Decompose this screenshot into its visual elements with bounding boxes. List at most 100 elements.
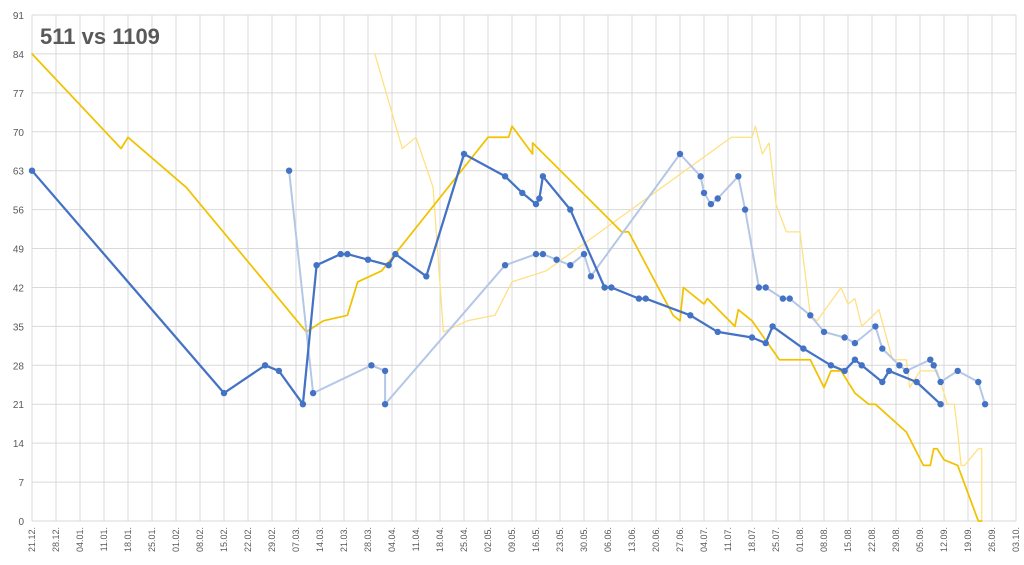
data-point [642, 295, 649, 302]
data-point [392, 250, 399, 258]
data-point [519, 189, 526, 197]
data-point [423, 273, 430, 280]
x-tick-label: 02.05. [483, 527, 493, 552]
x-tick-label: 25.01. [147, 527, 157, 552]
x-tick-label: 18.04. [435, 527, 445, 552]
x-tick-label: 15.08. [843, 527, 853, 552]
data-point [313, 262, 320, 269]
data-point [601, 284, 608, 291]
data-point [608, 284, 615, 291]
data-point [858, 362, 865, 369]
data-point [299, 401, 307, 408]
data-point [841, 367, 848, 375]
x-tick-label: 11.01. [99, 527, 109, 551]
x-tick-label: 04.01. [75, 527, 85, 552]
y-tick-label: 7 [18, 478, 24, 489]
data-point [344, 250, 351, 258]
data-point [735, 173, 742, 180]
x-tick-label: 05.09. [915, 527, 925, 552]
x-tick-label: 01.08. [795, 527, 805, 552]
series-line-2 [31, 53, 983, 522]
x-tick-label: 08.02. [195, 527, 205, 552]
data-point [762, 339, 769, 347]
x-tick-label: 26.09. [987, 527, 997, 552]
data-point [714, 328, 721, 336]
data-point [381, 367, 389, 375]
x-tick-label: 13.06. [627, 527, 637, 552]
chart-title: 511 vs 1109 [40, 24, 160, 49]
data-point [587, 273, 595, 280]
x-tick-label: 29.08. [891, 527, 901, 552]
data-point [364, 256, 372, 263]
data-point [879, 378, 886, 386]
x-tick-label: 06.06. [603, 527, 613, 552]
data-point [975, 378, 982, 386]
x-tick-label: 28.12. [51, 527, 61, 552]
y-tick-label: 42 [13, 283, 25, 294]
data-point [700, 189, 708, 197]
x-tick-label: 29.02. [267, 527, 277, 552]
data-point [879, 345, 886, 352]
data-point [762, 284, 769, 291]
data-point [676, 150, 684, 158]
x-tick-label: 21.12. [27, 527, 37, 552]
data-point [687, 312, 694, 319]
x-tick-label: 11.04. [411, 527, 421, 551]
series-line-3 [374, 53, 983, 522]
data-point [567, 262, 574, 269]
data-point [748, 334, 756, 341]
data-point [807, 312, 814, 319]
data-point [539, 173, 547, 180]
y-tick-label: 35 [13, 322, 25, 333]
y-tick-label: 91 [13, 11, 25, 22]
y-tick-label: 84 [13, 50, 25, 61]
series-line-1 [288, 153, 987, 406]
data-point [707, 200, 715, 208]
x-tick-label: 18.01. [123, 527, 133, 552]
y-tick-label: 49 [13, 245, 25, 256]
data-point [553, 256, 560, 263]
data-point [580, 250, 588, 258]
data-point [532, 250, 540, 258]
y-tick-label: 70 [13, 128, 25, 139]
data-point [786, 295, 793, 302]
x-tick-label: 03.10. [1011, 527, 1021, 552]
y-tick-label: 0 [18, 517, 24, 528]
data-point [275, 367, 283, 375]
data-point [368, 362, 375, 369]
data-point [220, 389, 228, 397]
data-point [460, 150, 468, 158]
data-point [28, 167, 36, 174]
data-point [697, 173, 704, 180]
data-point [501, 173, 509, 180]
data-point [567, 206, 574, 213]
data-point [539, 250, 547, 258]
y-tick-label: 77 [13, 89, 25, 100]
data-point [779, 295, 787, 302]
data-point [381, 401, 389, 408]
data-point [501, 262, 509, 269]
data-point [841, 334, 848, 341]
y-tick-label: 14 [13, 439, 25, 450]
series-line-0 [30, 152, 942, 406]
x-tick-label: 04.04. [387, 527, 397, 552]
x-tick-label: 25.04. [459, 527, 469, 552]
x-tick-label: 07.03. [291, 527, 301, 552]
y-tick-label: 21 [13, 400, 25, 411]
data-point [954, 367, 961, 375]
x-tick-label: 19.09. [963, 527, 973, 552]
x-tick-label: 30.05. [579, 527, 589, 552]
series-markers [28, 150, 989, 408]
x-tick-label: 28.03. [363, 527, 373, 552]
x-tick-label: 18.07. [747, 527, 757, 552]
x-tick-label: 14.03. [315, 527, 325, 552]
data-point [714, 195, 721, 202]
y-tick-label: 56 [13, 206, 25, 217]
data-point [903, 367, 910, 375]
data-point [385, 262, 392, 269]
data-point [851, 339, 859, 347]
data-point [820, 328, 828, 336]
data-point [981, 401, 989, 408]
x-axis: 21.12. 28.12. 04.01. 11.01. 18.01. 25.01. 01.0… [27, 527, 1021, 552]
data-point [913, 378, 920, 386]
